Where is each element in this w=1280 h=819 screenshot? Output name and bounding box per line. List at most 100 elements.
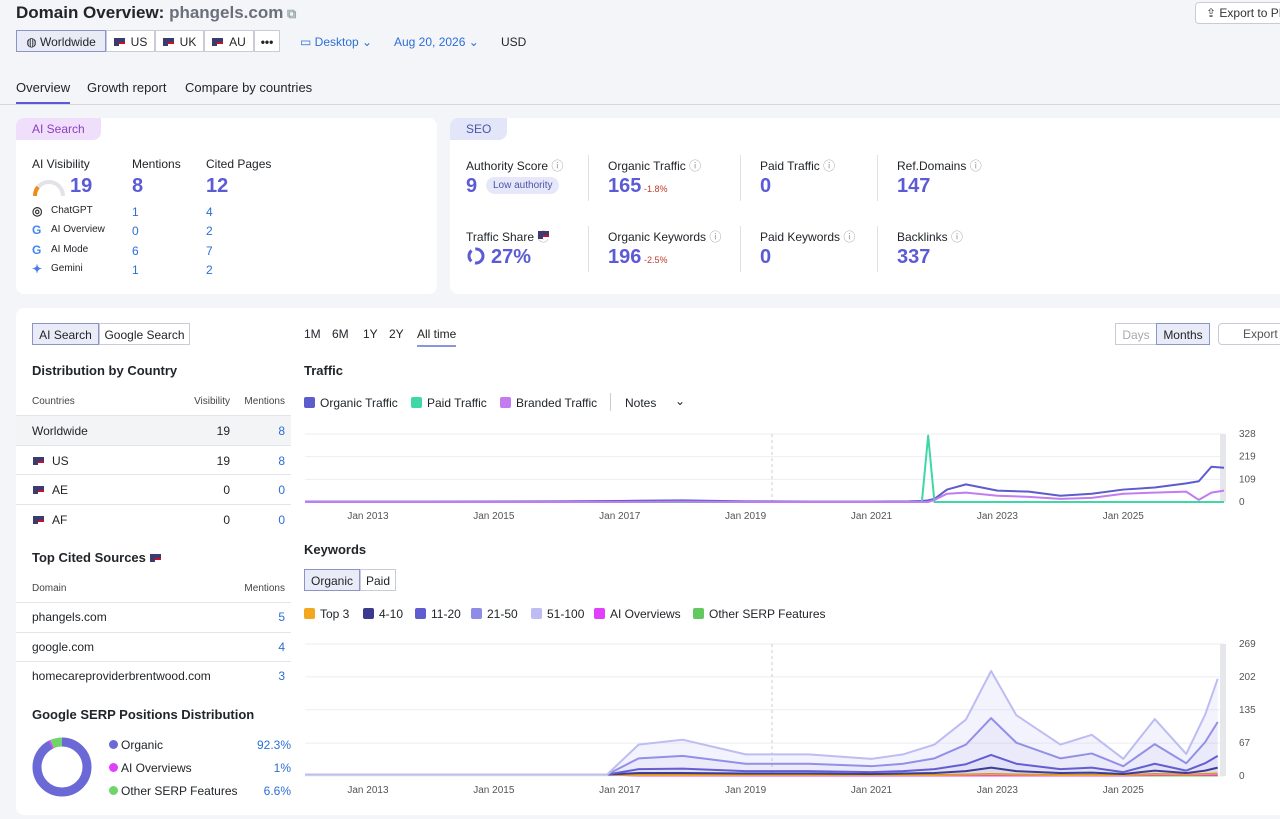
- legend-checkbox[interactable]: [693, 608, 704, 619]
- metric-value[interactable]: 196: [608, 246, 642, 268]
- period-button[interactable]: 1Y: [363, 327, 378, 341]
- notes-button[interactable]: Notes: [625, 396, 657, 410]
- legend-checkbox[interactable]: [531, 608, 542, 619]
- country-name: AE: [52, 483, 69, 498]
- tab[interactable]: Overview: [16, 80, 71, 104]
- engine-pages[interactable]: 7: [206, 243, 213, 258]
- view-toggle[interactable]: Days: [1115, 323, 1157, 345]
- mentions[interactable]: 0: [278, 483, 285, 498]
- info-icon[interactable]: ⓘ: [548, 159, 564, 173]
- engine-icon: ✦: [32, 261, 43, 276]
- period-button[interactable]: 2Y: [389, 327, 404, 341]
- legend-item[interactable]: Paid Traffic: [411, 396, 487, 410]
- export-button[interactable]: ⇪ Export to PDF: [1195, 2, 1280, 24]
- keyword-toggle[interactable]: Paid: [360, 569, 396, 591]
- legend-checkbox[interactable]: [500, 397, 511, 408]
- engine-name: Gemini: [51, 262, 83, 274]
- source-toggle[interactable]: AI Search: [32, 323, 99, 345]
- device-select[interactable]: ▭ Desktop ⌄: [300, 35, 373, 49]
- tab[interactable]: Growth report: [87, 80, 167, 95]
- mentions[interactable]: 8: [278, 424, 285, 438]
- legend-item[interactable]: Other SERP Features: [693, 607, 826, 621]
- info-icon[interactable]: ⓘ: [819, 159, 836, 173]
- period-button[interactable]: All time: [417, 327, 457, 347]
- column-divider: [740, 155, 741, 201]
- tab[interactable]: Compare by countries: [185, 80, 313, 95]
- chart-title: Traffic: [304, 363, 344, 378]
- legend-item[interactable]: 4-10: [363, 607, 403, 621]
- legend-checkbox[interactable]: [411, 397, 422, 408]
- scroll-band: [1220, 644, 1226, 776]
- mentions[interactable]: 8: [278, 453, 285, 468]
- metric-value[interactable]: 27%: [491, 246, 532, 268]
- source-mentions[interactable]: 4: [278, 639, 285, 654]
- legend-checkbox[interactable]: [363, 608, 374, 619]
- metric-value[interactable]: 0: [760, 175, 772, 197]
- metric-value[interactable]: 9: [466, 175, 478, 197]
- source-domain[interactable]: google.com: [32, 639, 95, 654]
- legend-label: Paid Traffic: [427, 396, 487, 410]
- location-label: UK: [179, 35, 197, 49]
- source-mentions[interactable]: 3: [278, 669, 285, 683]
- source-mentions[interactable]: 5: [278, 610, 285, 624]
- legend-item[interactable]: 11-20: [415, 607, 461, 621]
- source-domain[interactable]: homecareproviderbrentwood.com: [32, 669, 211, 683]
- location-pill[interactable]: UK: [155, 30, 204, 52]
- legend-checkbox[interactable]: [304, 608, 315, 619]
- engine-mentions[interactable]: 0: [132, 224, 139, 239]
- legend-checkbox[interactable]: [594, 608, 605, 619]
- location-pill[interactable]: US: [106, 30, 155, 52]
- legend-checkbox[interactable]: [304, 397, 315, 408]
- export-button[interactable]: Export: [1218, 323, 1280, 345]
- domain[interactable]: phangels.com: [169, 3, 284, 22]
- metric-value[interactable]: 337: [897, 246, 931, 268]
- keyword-toggle[interactable]: Organic: [304, 569, 360, 591]
- info-icon[interactable]: ⓘ: [706, 230, 722, 244]
- y-tick-label: 109: [1239, 474, 1256, 485]
- metric-value[interactable]: 147: [897, 175, 931, 197]
- flag: [212, 38, 224, 46]
- engine-pages[interactable]: 2: [206, 224, 213, 239]
- info-icon[interactable]: ⓘ: [685, 159, 702, 173]
- legend-item[interactable]: Organic Traffic: [304, 396, 398, 410]
- metric-value: 12: [206, 175, 229, 197]
- x-tick-label: Jan 2021: [851, 785, 893, 796]
- view-toggle[interactable]: Months: [1156, 323, 1210, 345]
- legend-item[interactable]: 51-100: [531, 607, 584, 621]
- date-select[interactable]: Aug 20, 2026 ⌄: [394, 35, 479, 49]
- location-pill[interactable]: AU: [204, 30, 254, 52]
- device-label: Desktop: [314, 35, 359, 49]
- engine-pages[interactable]: 4: [206, 205, 213, 219]
- label-text: Authority Score: [466, 159, 549, 173]
- source-domain[interactable]: phangels.com: [32, 610, 107, 624]
- legend-label: 21-50: [487, 607, 518, 621]
- mentions[interactable]: 0: [278, 513, 285, 528]
- more-button[interactable]: •••: [254, 30, 280, 52]
- info-icon[interactable]: ⓘ: [840, 230, 856, 244]
- engine-pages[interactable]: 2: [206, 262, 213, 277]
- period-button[interactable]: 1M: [304, 327, 321, 341]
- engine-mentions[interactable]: 6: [132, 243, 139, 258]
- legend-item[interactable]: Branded Traffic: [500, 396, 597, 410]
- flag: [162, 38, 174, 46]
- info-icon[interactable]: ⓘ: [947, 230, 964, 244]
- legend-checkbox[interactable]: [471, 608, 482, 619]
- series-line: [305, 669, 1219, 776]
- info-icon[interactable]: ⓘ: [966, 159, 982, 173]
- engine-mentions[interactable]: 1: [132, 205, 139, 219]
- legend-item[interactable]: AI Overviews: [594, 607, 681, 621]
- tabs-divider: [0, 104, 1280, 105]
- legend-item[interactable]: Top 3: [304, 607, 349, 621]
- period-button[interactable]: 6M: [332, 327, 349, 341]
- legend-item[interactable]: 21-50: [471, 607, 518, 621]
- location-pill[interactable]: ◍ Worldwide: [16, 30, 106, 52]
- column-divider: [588, 155, 589, 201]
- legend-checkbox[interactable]: [415, 608, 426, 619]
- metric-label: Backlinks ⓘ: [897, 228, 963, 245]
- metric-value[interactable]: 165: [608, 175, 642, 197]
- engine-mentions[interactable]: 1: [132, 262, 139, 277]
- source-toggle[interactable]: Google Search: [99, 323, 190, 345]
- legend-label: 11-20: [431, 607, 461, 621]
- metric-value[interactable]: 0: [760, 246, 772, 268]
